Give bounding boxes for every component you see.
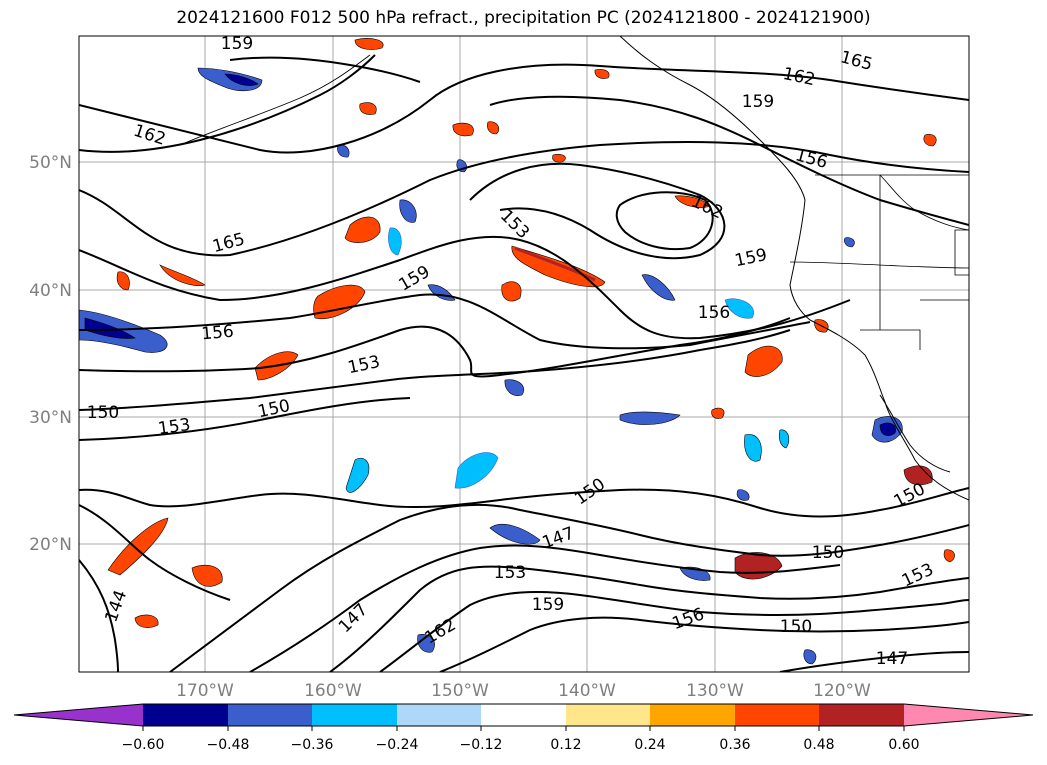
lon-label-150w: 150°W [431, 681, 489, 701]
contour-label: 159 [742, 92, 774, 112]
colorbar-tick: −0.48 [207, 737, 250, 753]
map-title: 2024121600 F012 500 hPa refract., precip… [176, 8, 871, 28]
colorbar-tick: 0.48 [803, 737, 834, 753]
colorbar-extend-high [904, 704, 1033, 726]
refractivity-contours [79, 54, 969, 672]
coastline [179, 36, 969, 501]
contour-label: 153 [494, 563, 526, 583]
colorbar-tick: −0.36 [291, 737, 334, 753]
contour-label: 156 [698, 303, 730, 323]
colorbar-extend-low [14, 704, 143, 726]
contour-label: 159 [532, 595, 564, 615]
lon-label-130w: 130°W [686, 681, 744, 701]
colorbar-tick: 0.24 [634, 737, 665, 753]
colorbar-segment [735, 704, 819, 726]
lat-label-50n: 50°N [29, 153, 72, 173]
lon-label-160w: 160°W [304, 681, 362, 701]
colorbar-segment [819, 704, 904, 726]
colorbar-tick: −0.60 [122, 737, 165, 753]
lon-label-140w: 140°W [558, 681, 616, 701]
contour-label: 150 [812, 543, 844, 563]
colorbar-segment [143, 704, 228, 726]
colorbar: −0.60 −0.48 −0.36 −0.24 −0.12 0.12 0.24 … [13, 703, 1034, 753]
colorbar-tick: 0.36 [719, 737, 750, 753]
colorbar-tick: 0.60 [888, 737, 919, 753]
lon-label-170w: 170°W [176, 681, 234, 701]
precip-positive [107, 38, 955, 628]
lat-label-20n: 20°N [29, 535, 72, 555]
contour-label: 159 [221, 34, 253, 54]
colorbar-tick: −0.24 [376, 737, 419, 753]
colorbar-segment [481, 704, 566, 726]
colorbar-segment [312, 704, 397, 726]
map-frame [78, 35, 970, 673]
colorbar-segment [397, 704, 481, 726]
lat-label-40n: 40°N [29, 281, 72, 301]
colorbar-tick: 0.12 [550, 737, 581, 753]
lat-label-30n: 30°N [29, 408, 72, 428]
lon-label-120w: 120°W [813, 681, 871, 701]
contour-label: 147 [876, 649, 908, 669]
contour-label: 150 [87, 403, 119, 423]
colorbar-segment [566, 704, 650, 726]
colorbar-segment [228, 704, 312, 726]
colorbar-segment [650, 704, 735, 726]
colorbar-tick: −0.12 [460, 737, 503, 753]
contour-label: 153 [157, 415, 192, 439]
precip-negative [79, 67, 903, 665]
contour-label: 150 [780, 617, 812, 637]
contour-label: 156 [201, 322, 235, 345]
